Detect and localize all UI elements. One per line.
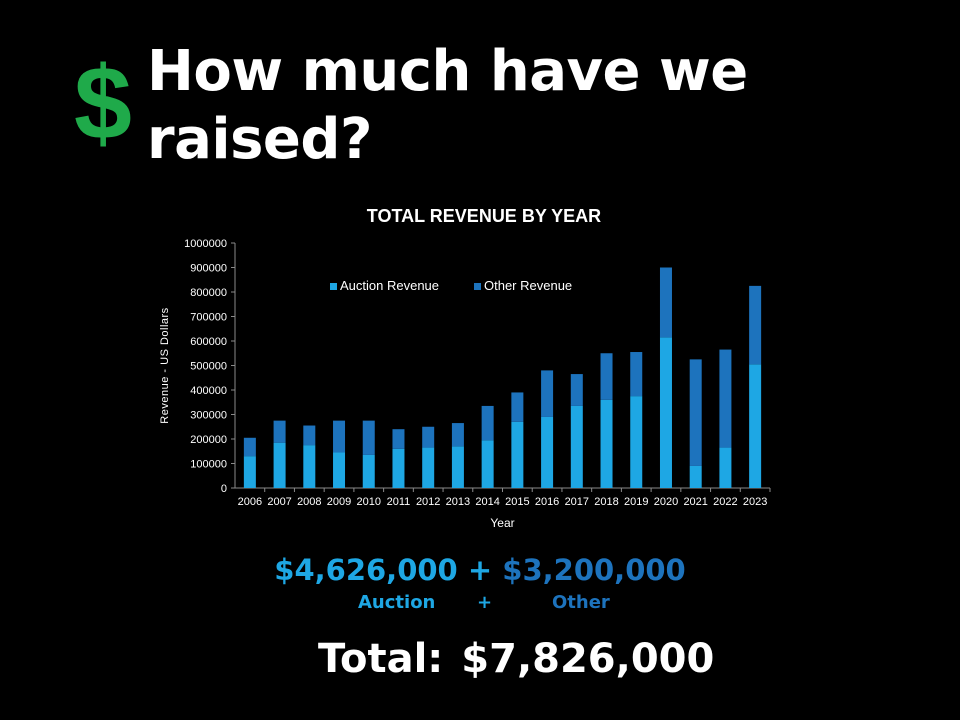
- x-tick-label: 2009: [327, 496, 351, 508]
- y-tick-label: 200000: [190, 434, 227, 446]
- legend-swatch: [330, 283, 337, 290]
- x-tick-label: 2011: [387, 496, 411, 508]
- bar-auction-revenue: [749, 364, 762, 488]
- x-tick-label: 2008: [297, 496, 321, 508]
- bar-other-revenue: [333, 420, 346, 453]
- x-tick-label: 2010: [357, 496, 381, 508]
- legend-swatch: [474, 283, 481, 290]
- x-tick-label: 2023: [743, 496, 767, 508]
- x-tick-label: 2017: [565, 496, 589, 508]
- x-tick-label: 2013: [446, 496, 470, 508]
- bar-auction-revenue: [719, 447, 732, 488]
- bar-auction-revenue: [243, 456, 256, 488]
- x-tick-label: 2016: [535, 496, 559, 508]
- bar-auction-revenue: [303, 445, 316, 488]
- bar-other-revenue: [630, 352, 643, 397]
- summary-plus: +: [467, 553, 493, 587]
- bar-auction-revenue: [451, 446, 464, 488]
- y-tick-label: 400000: [190, 385, 227, 397]
- bar-auction-revenue: [422, 447, 435, 488]
- bar-other-revenue: [303, 425, 316, 446]
- bar-auction-revenue: [689, 465, 702, 488]
- x-tick-label: 2007: [267, 496, 291, 508]
- bar-other-revenue: [689, 359, 702, 466]
- bar-auction-revenue: [541, 416, 554, 488]
- total-amount: $7,826,000: [461, 636, 715, 682]
- bar-auction-revenue: [659, 337, 672, 488]
- x-tick-label: 2014: [475, 496, 499, 508]
- bar-other-revenue: [511, 392, 524, 422]
- y-tick-label: 300000: [190, 410, 227, 422]
- total-label: Total:: [318, 636, 444, 682]
- bar-other-revenue: [451, 423, 464, 447]
- plus-label: +: [477, 592, 493, 613]
- legend-label: Auction Revenue: [340, 278, 439, 293]
- bar-auction-revenue: [273, 442, 286, 488]
- slide-title: How much have we raised?: [147, 38, 867, 174]
- y-tick-label: 600000: [190, 336, 227, 348]
- x-tick-label: 2006: [238, 496, 262, 508]
- y-tick-label: 800000: [190, 287, 227, 299]
- bar-other-revenue: [570, 374, 583, 406]
- x-tick-label: 2022: [713, 496, 737, 508]
- grand-total: Total: $7,826,000: [318, 636, 714, 682]
- bar-other-revenue: [481, 405, 494, 441]
- x-tick-label: 2012: [416, 496, 440, 508]
- bar-other-revenue: [600, 353, 613, 400]
- x-tick-label: 2020: [654, 496, 678, 508]
- bar-other-revenue: [659, 267, 672, 338]
- chart-title: TOTAL REVENUE BY YEAR: [367, 206, 601, 226]
- bar-other-revenue: [273, 420, 286, 443]
- legend-label: Other Revenue: [484, 278, 572, 293]
- slide-title-line-1: How much have we: [147, 39, 748, 104]
- bar-auction-revenue: [511, 421, 524, 488]
- bar-auction-revenue: [481, 440, 494, 488]
- bar-auction-revenue: [630, 396, 643, 488]
- bar-other-revenue: [541, 370, 554, 417]
- bar-other-revenue: [749, 285, 762, 365]
- y-tick-label: 1000000: [184, 238, 227, 250]
- other-total: $3,200,000: [502, 553, 686, 587]
- summary-labels: Auction + Other: [0, 592, 960, 616]
- bar-auction-revenue: [392, 448, 405, 488]
- y-axis-label: Revenue - US Dollars: [159, 307, 171, 423]
- x-tick-label: 2015: [505, 496, 529, 508]
- bar-other-revenue: [392, 429, 405, 449]
- x-tick-label: 2021: [683, 496, 707, 508]
- y-tick-label: 700000: [190, 312, 227, 324]
- bar-auction-revenue: [333, 452, 346, 488]
- x-axis-label: Year: [490, 516, 514, 530]
- x-tick-label: 2019: [624, 496, 648, 508]
- y-tick-label: 0: [221, 483, 227, 495]
- bar-auction-revenue: [362, 454, 375, 488]
- x-tick-label: 2018: [594, 496, 618, 508]
- dollar-sign-icon: $: [74, 46, 132, 162]
- y-tick-label: 100000: [190, 459, 227, 471]
- bar-other-revenue: [719, 349, 732, 448]
- bar-other-revenue: [422, 426, 435, 448]
- summary-amounts: $4,626,000 + $3,200,000: [0, 553, 960, 587]
- y-tick-label: 500000: [190, 361, 227, 373]
- revenue-chart: TOTAL REVENUE BY YEAR 0 100000 200000 300000…: [159, 206, 771, 530]
- bar-auction-revenue: [600, 399, 613, 488]
- auction-label: Auction: [358, 592, 436, 613]
- bar-other-revenue: [362, 420, 375, 455]
- auction-total: $4,626,000: [274, 553, 458, 587]
- slide-title-line-2: raised?: [147, 107, 372, 172]
- y-tick-label: 900000: [190, 263, 227, 275]
- bar-auction-revenue: [570, 405, 583, 488]
- other-label: Other: [552, 592, 610, 613]
- bar-other-revenue: [243, 437, 256, 457]
